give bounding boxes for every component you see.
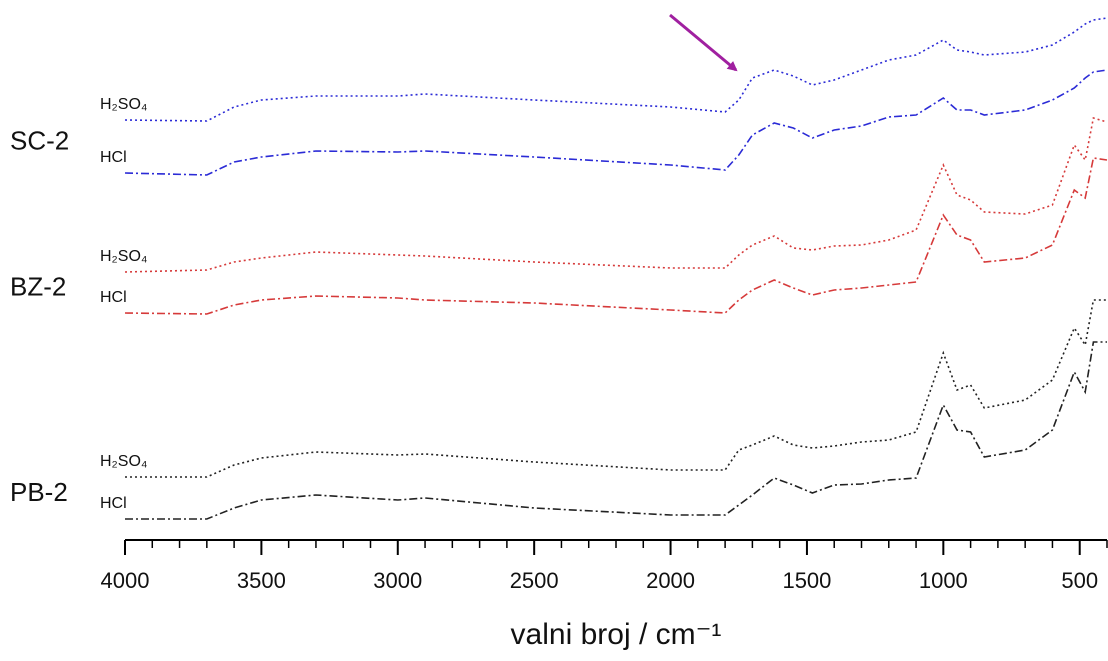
- spectrum-line: [124, 116, 1108, 273]
- series-label: H₂SO₄: [100, 248, 147, 265]
- group-label: SC-2: [10, 125, 69, 155]
- group-label: PB-2: [10, 477, 68, 507]
- group-label: BZ-2: [10, 271, 66, 301]
- spectrum-line: [124, 69, 1108, 176]
- spectrum-line: [124, 17, 1108, 122]
- spectrum-line: [125, 299, 1107, 478]
- x-tick-label: 3500: [237, 568, 286, 593]
- x-tick-label: 500: [1061, 568, 1098, 593]
- series-label: H₂SO₄: [100, 96, 147, 113]
- series-label: HCl: [100, 289, 127, 306]
- x-tick-label: 1500: [782, 568, 831, 593]
- spectrum-line: [125, 341, 1107, 520]
- x-axis-label: valni broj / cm⁻¹: [511, 618, 722, 651]
- x-tick-label: 2500: [510, 568, 559, 593]
- x-tick-label: 1000: [919, 568, 968, 593]
- spectrum-line: [124, 157, 1108, 315]
- series-label: HCl: [100, 149, 127, 166]
- x-tick-label: 3000: [373, 568, 422, 593]
- x-tick-label: 2000: [646, 568, 695, 593]
- series-label: H₂SO₄: [100, 453, 147, 470]
- series-label: HCl: [100, 495, 127, 512]
- annotation-arrow: [669, 13, 738, 72]
- x-tick-label: 4000: [101, 568, 150, 593]
